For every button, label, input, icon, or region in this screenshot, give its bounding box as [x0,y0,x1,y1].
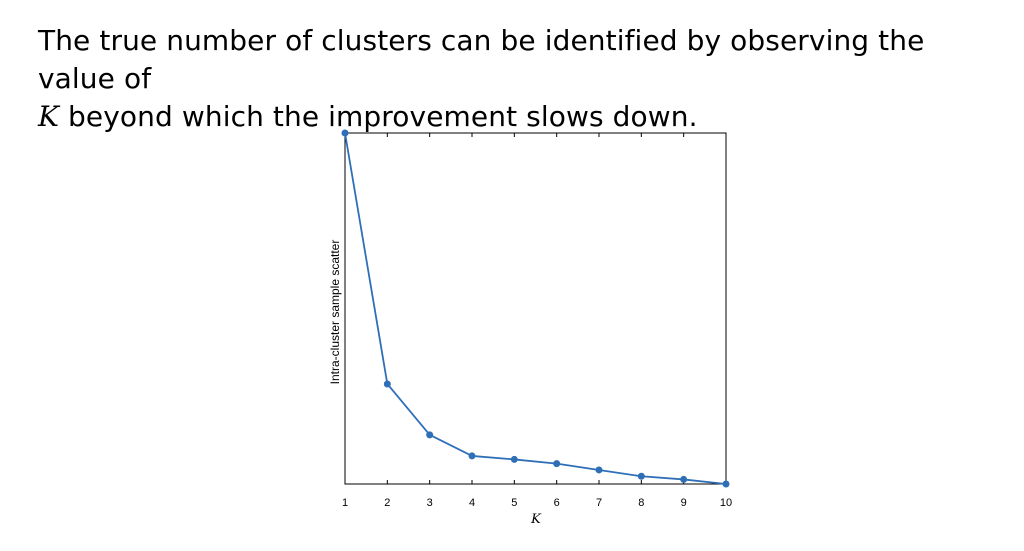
x-tick-label: 8 [638,497,644,509]
x-axis-ticks: 1 2 3 4 5 6 7 8 9 10 [342,133,732,509]
x-tick-label: 1 [342,497,348,509]
caption-variable-k: K [38,100,60,133]
x-tick-label: 5 [511,497,517,509]
plot-border [344,132,727,485]
x-tick-label: 7 [596,497,602,509]
x-tick-label: 9 [681,497,687,509]
x-tick-label: 2 [384,497,390,509]
x-tick-label: 6 [554,497,560,509]
y-axis-label: Intra-cluster sample scatter [328,240,342,385]
x-tick-label: 10 [720,497,732,509]
data-point [510,455,518,463]
data-point [426,431,434,439]
data-point [553,460,561,468]
data-point [341,129,349,137]
data-point [637,472,645,480]
data-point [595,466,603,474]
series-line [344,132,727,485]
caption-line-2-text: beyond which the improvement slows down. [59,100,698,133]
data-point [468,452,476,460]
series-group [341,129,730,488]
x-axis-label: K [530,512,542,527]
plot-frame [344,132,727,485]
data-point [722,480,730,488]
data-point [680,475,688,483]
data-point [383,380,391,388]
x-tick-label: 4 [469,497,475,509]
x-tick-label: 3 [427,497,433,509]
caption-line-1: The true number of clusters can be ident… [38,24,925,95]
slide-caption: The true number of clusters can be ident… [38,22,998,136]
caption-line-2: K beyond which the improvement slows dow… [38,98,998,136]
